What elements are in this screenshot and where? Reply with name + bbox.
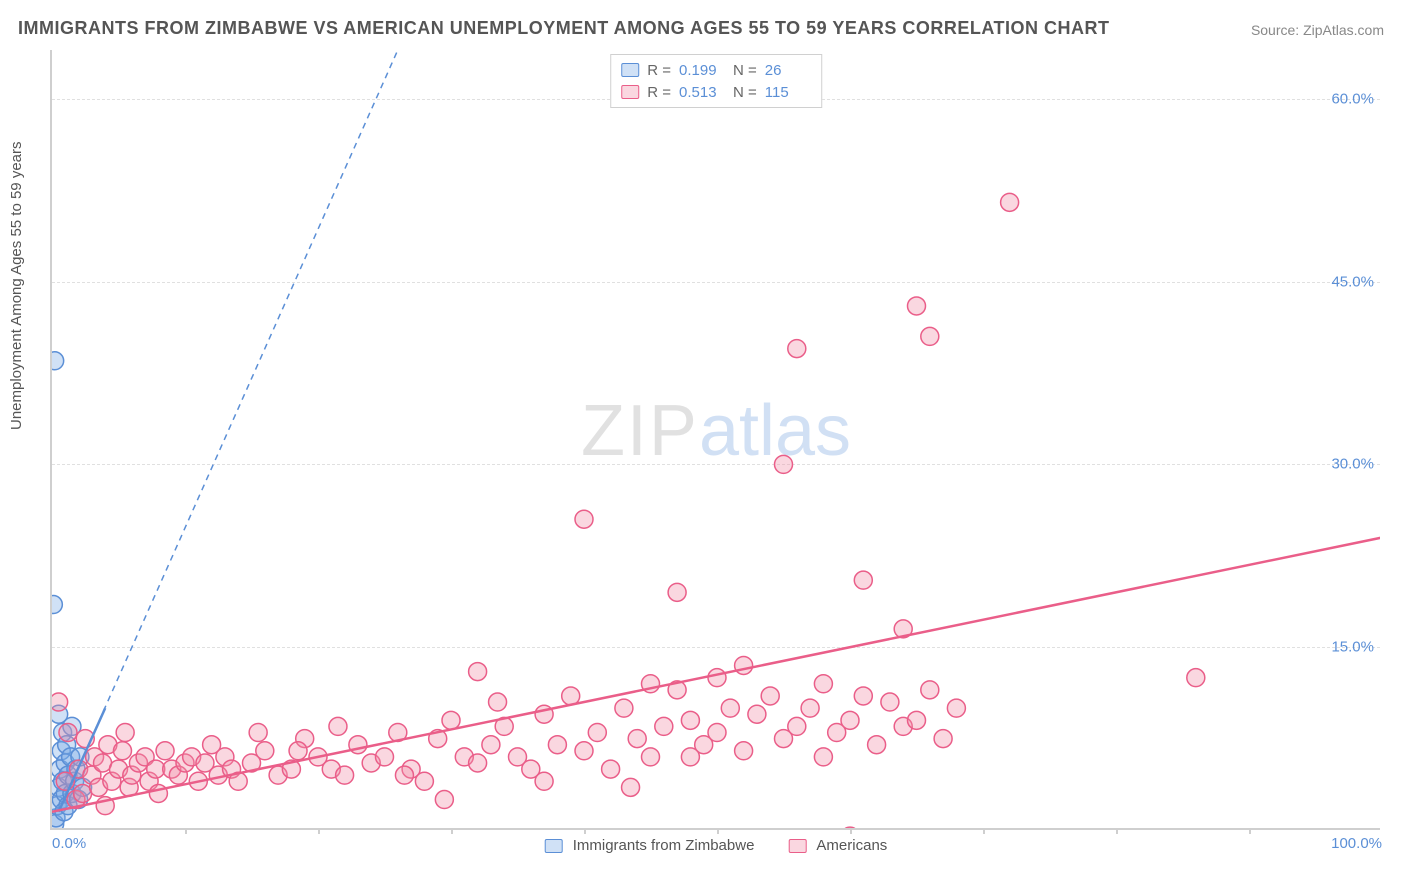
data-point <box>681 711 699 729</box>
data-point <box>489 693 507 711</box>
x-tick-mark <box>451 828 453 834</box>
chart-title: IMMIGRANTS FROM ZIMBABWE VS AMERICAN UNE… <box>18 18 1110 39</box>
data-point <box>469 754 487 772</box>
x-tick-mark <box>850 828 852 834</box>
x-tick-label: 0.0% <box>52 835 86 852</box>
data-point <box>442 711 460 729</box>
data-point <box>52 596 62 614</box>
data-point <box>575 510 593 528</box>
data-point <box>681 748 699 766</box>
data-point <box>801 699 819 717</box>
data-point <box>59 724 77 742</box>
data-point <box>908 297 926 315</box>
y-axis-label: Unemployment Among Ages 55 to 59 years <box>8 141 25 430</box>
data-point <box>548 736 566 754</box>
data-point <box>256 742 274 760</box>
data-point <box>655 717 673 735</box>
data-point <box>668 583 686 601</box>
data-point <box>642 748 660 766</box>
r-label: R = <box>647 62 671 79</box>
data-point <box>934 730 952 748</box>
x-tick-mark <box>185 828 187 834</box>
data-point <box>249 724 267 742</box>
trend-line <box>59 50 398 812</box>
x-tick-mark <box>717 828 719 834</box>
data-point <box>841 827 859 828</box>
data-point <box>435 791 453 809</box>
data-point <box>881 693 899 711</box>
chart-svg <box>52 50 1380 828</box>
swatch-series-2 <box>621 85 639 99</box>
x-tick-mark <box>1116 828 1118 834</box>
data-point <box>575 742 593 760</box>
x-tick-mark <box>584 828 586 834</box>
data-point <box>415 772 433 790</box>
source-attribution: Source: ZipAtlas.com <box>1251 22 1384 38</box>
data-point <box>814 675 832 693</box>
data-point <box>52 693 68 711</box>
data-point <box>482 736 500 754</box>
data-point <box>156 742 174 760</box>
data-point <box>788 717 806 735</box>
r-label: R = <box>647 84 671 101</box>
data-point <box>113 742 131 760</box>
data-point <box>735 656 753 674</box>
x-tick-label: 100.0% <box>1331 835 1382 852</box>
data-point <box>947 699 965 717</box>
data-point <box>622 778 640 796</box>
data-point <box>52 352 64 370</box>
r-value-2: 0.513 <box>679 84 725 101</box>
data-point <box>788 340 806 358</box>
data-point <box>1187 669 1205 687</box>
data-point <box>708 724 726 742</box>
r-value-1: 0.199 <box>679 62 725 79</box>
data-point <box>854 687 872 705</box>
data-point <box>854 571 872 589</box>
data-point <box>535 772 553 790</box>
data-point <box>289 742 307 760</box>
legend-label-1: Immigrants from Zimbabwe <box>573 837 755 854</box>
data-point <box>921 681 939 699</box>
data-point <box>1001 193 1019 211</box>
data-point <box>908 711 926 729</box>
data-point <box>628 730 646 748</box>
n-value-1: 26 <box>765 62 811 79</box>
data-point <box>116 724 134 742</box>
plot-area: ZIPatlas R = 0.199 N = 26 R = 0.513 N = … <box>50 50 1380 830</box>
data-point <box>615 699 633 717</box>
stats-legend-row-2: R = 0.513 N = 115 <box>621 81 811 103</box>
n-value-2: 115 <box>765 84 811 101</box>
data-point <box>775 455 793 473</box>
series-legend: Immigrants from Zimbabwe Americans <box>545 837 888 854</box>
data-point <box>469 663 487 681</box>
data-point <box>735 742 753 760</box>
data-point <box>602 760 620 778</box>
n-label: N = <box>733 62 757 79</box>
data-point <box>376 748 394 766</box>
data-point <box>588 724 606 742</box>
data-point <box>868 736 886 754</box>
data-point <box>921 327 939 345</box>
data-point <box>329 717 347 735</box>
data-point <box>708 669 726 687</box>
stats-legend-row-1: R = 0.199 N = 26 <box>621 59 811 81</box>
swatch-series-1 <box>545 839 563 853</box>
trend-line <box>52 538 1380 812</box>
legend-label-2: Americans <box>816 837 887 854</box>
data-point <box>814 748 832 766</box>
data-point <box>748 705 766 723</box>
data-point <box>721 699 739 717</box>
x-tick-mark <box>983 828 985 834</box>
swatch-series-1 <box>621 63 639 77</box>
data-point <box>841 711 859 729</box>
stats-legend: R = 0.199 N = 26 R = 0.513 N = 115 <box>610 54 822 108</box>
n-label: N = <box>733 84 757 101</box>
data-point <box>149 784 167 802</box>
x-tick-mark <box>318 828 320 834</box>
x-tick-mark <box>1249 828 1251 834</box>
data-point <box>336 766 354 784</box>
data-point <box>761 687 779 705</box>
data-point <box>395 766 413 784</box>
swatch-series-2 <box>788 839 806 853</box>
